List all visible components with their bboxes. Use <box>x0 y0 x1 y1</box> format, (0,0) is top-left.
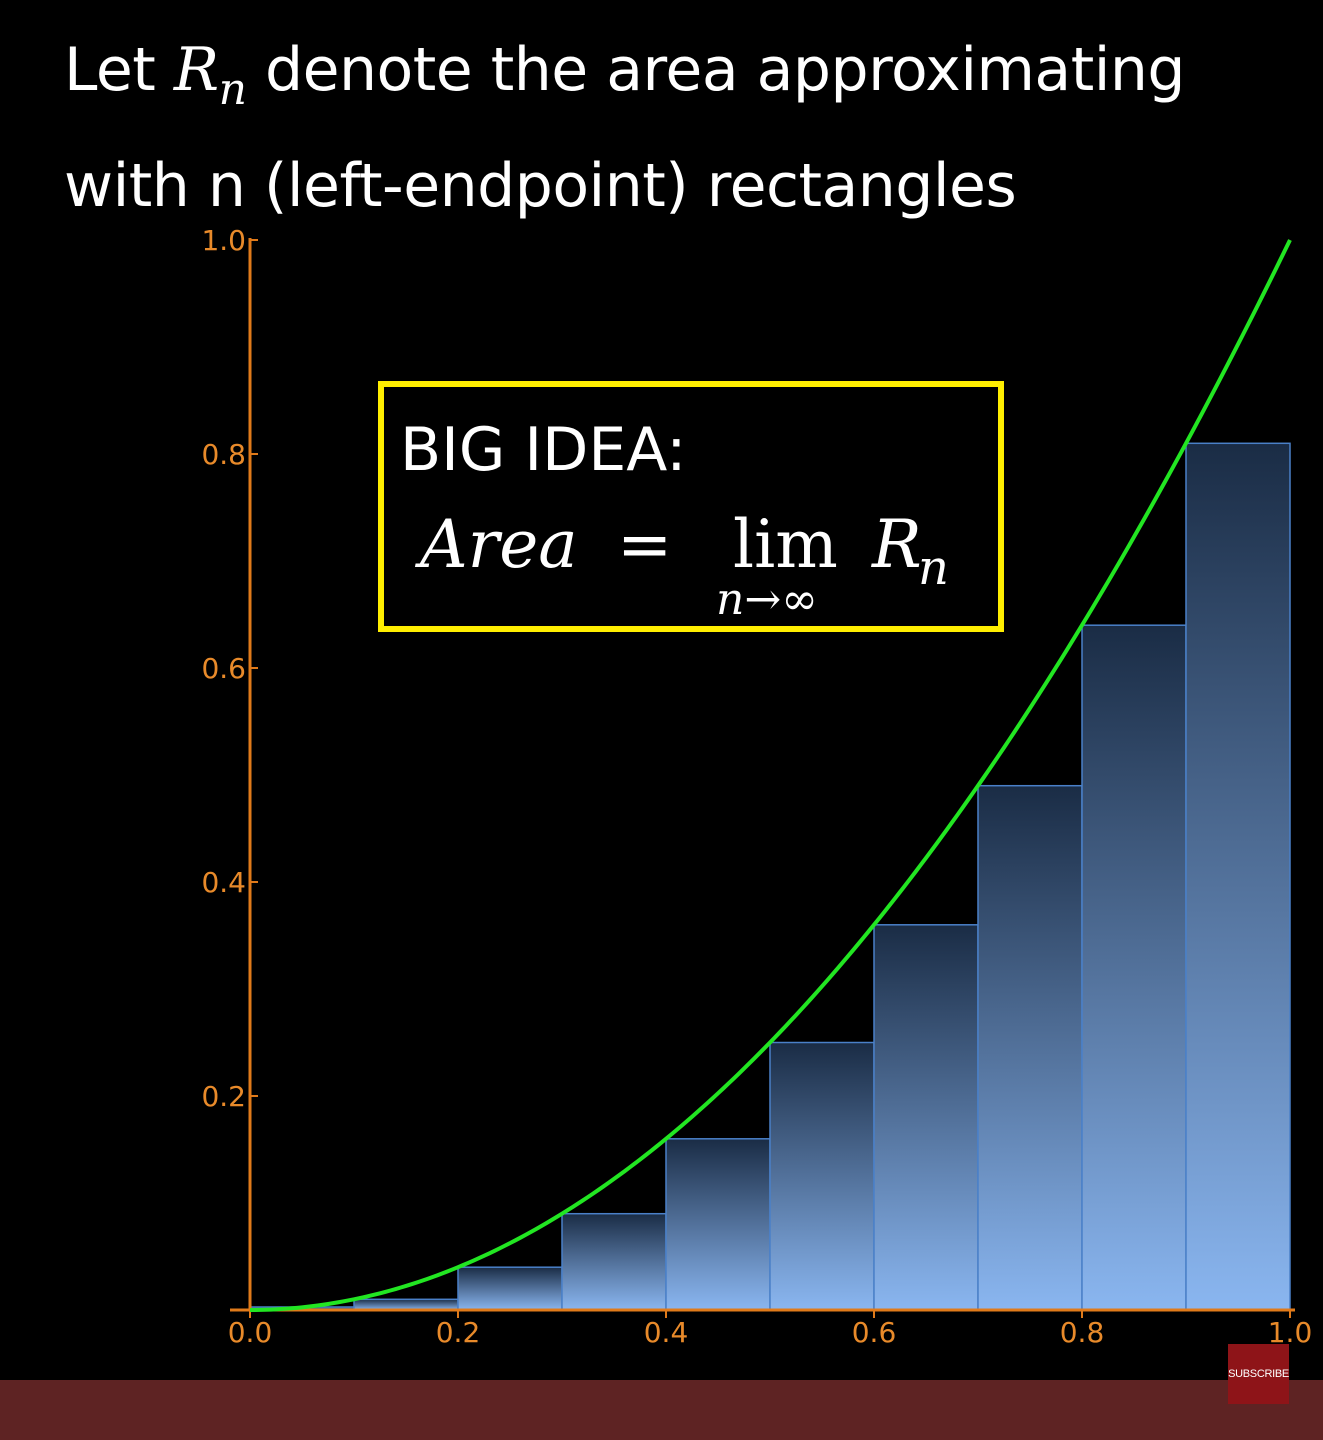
big-idea-lim: lim <box>733 506 838 583</box>
bar-8 <box>977 784 1083 1311</box>
title-var: R <box>173 35 219 105</box>
y-tick-label-3: 0.8 <box>201 438 246 471</box>
big-idea-lhs: Area <box>414 506 578 583</box>
bar-6 <box>769 1041 875 1311</box>
big-idea-lim-subscript: n→∞ <box>716 574 818 625</box>
bar-2 <box>353 1298 459 1311</box>
big-idea-border <box>378 381 1004 632</box>
page-title: Let Rn denote the area approximating wit… <box>64 22 1314 234</box>
x-tick-label-2: 0.4 <box>644 1316 689 1349</box>
x-tick-label-0: 0.0 <box>228 1316 273 1349</box>
bar-4 <box>561 1212 667 1311</box>
title-sub: n <box>218 64 247 115</box>
x-tick-label-4: 0.8 <box>1060 1316 1105 1349</box>
bar-5 <box>665 1138 771 1311</box>
big-idea-box: BIG IDEA: Area = lim n→∞ R n <box>378 381 1004 632</box>
big-idea-rhs-subscript: n <box>918 540 949 596</box>
title-line-2: with n (left-endpoint) rectangles <box>64 151 1017 221</box>
footer-bar <box>0 1380 1323 1440</box>
bar-9 <box>1081 624 1187 1311</box>
title-line-1: Let Rn denote the area approximating <box>64 22 1314 138</box>
bar-3 <box>457 1266 563 1311</box>
big-idea-rhs-var: R <box>871 506 922 583</box>
bar-10 <box>1185 442 1291 1311</box>
y-tick-label-4: 1.0 <box>201 224 246 257</box>
function-curve <box>249 239 1292 1312</box>
y-tick-label-0: 0.2 <box>201 1080 246 1113</box>
y-tick-label-1: 0.4 <box>201 866 246 899</box>
y-ticks: 0.2 0.4 0.6 0.8 1.0 <box>201 224 258 1113</box>
y-tick-label-2: 0.6 <box>201 652 246 685</box>
title-prefix: Let <box>64 35 174 105</box>
bars <box>249 442 1291 1311</box>
title-suffix: denote the area approximating <box>246 35 1186 105</box>
bar-7 <box>873 924 979 1311</box>
big-idea-heading: BIG IDEA: <box>400 415 686 485</box>
x-tick-label-1: 0.2 <box>436 1316 481 1349</box>
big-idea-equals: = <box>617 506 672 583</box>
x-ticks: 0.0 0.2 0.4 0.6 0.8 1.0 <box>228 1310 1313 1349</box>
x-tick-label-3: 0.6 <box>852 1316 897 1349</box>
x-tick-label-5: 1.0 <box>1268 1316 1313 1349</box>
subscribe-button[interactable]: SUBSCRIBE <box>1228 1344 1289 1404</box>
